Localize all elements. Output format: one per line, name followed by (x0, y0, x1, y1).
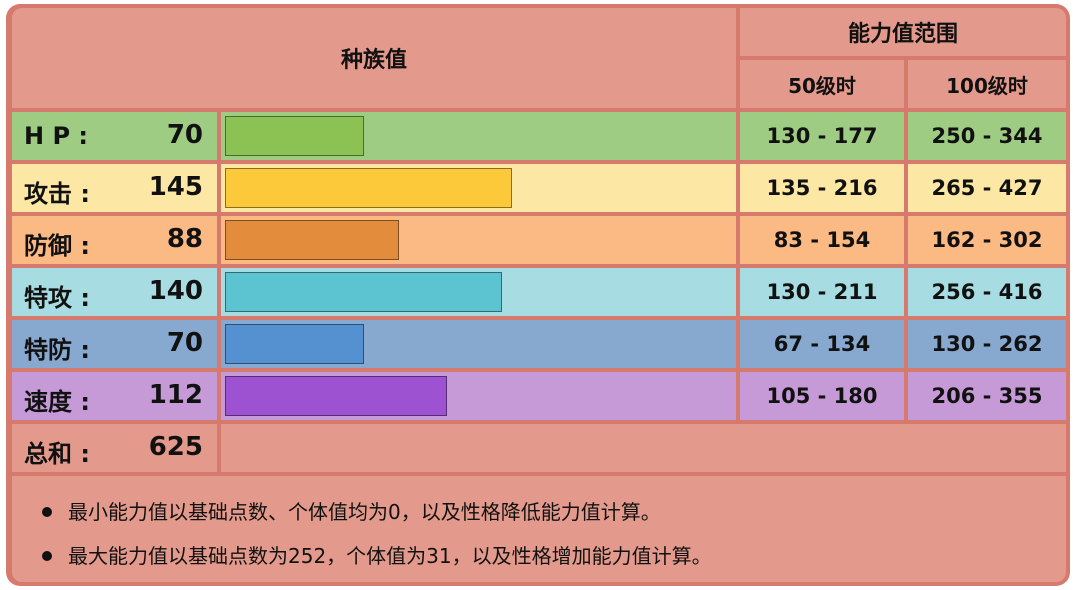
stat-label-cell: 特防 : 70 (12, 320, 217, 368)
range-level100-cell: 130 - 262 (908, 320, 1066, 368)
bullet-icon (42, 550, 52, 561)
stat-bar-cell (221, 112, 736, 160)
range-level50-cell: 130 - 211 (740, 268, 904, 316)
level50-header-label: 50级时 (788, 73, 856, 98)
stat-bar (225, 116, 364, 156)
stat-value: 70 (166, 328, 203, 358)
range-level50-cell: 135 - 216 (740, 164, 904, 212)
stat-label: H P : (24, 122, 88, 150)
range-level50: 105 - 180 (766, 384, 878, 408)
stat-value: 70 (166, 120, 203, 150)
note-min: 最小能力值以基础点数、个体值均为0，以及性格降低能力值计算。 (42, 496, 661, 525)
range-level100: 162 - 302 (931, 228, 1043, 252)
range-level100-cell: 206 - 355 (908, 372, 1066, 420)
note-max-text: 最大能力值以基础点数为252，个体值为31，以及性格增加能力值计算。 (68, 544, 712, 568)
level100-header-label: 100级时 (946, 73, 1028, 98)
stat-label-cell: 速度 : 112 (12, 372, 217, 420)
base-stats-header: 种族值 (12, 8, 736, 108)
stat-label-cell: H P : 70 (12, 112, 217, 160)
total-label: 总和 : (24, 440, 90, 468)
range-level50-cell: 83 - 154 (740, 216, 904, 264)
total-empty-cell (221, 424, 1066, 472)
stat-value: 145 (148, 172, 203, 202)
stat-value: 112 (148, 380, 203, 410)
stat-bar-cell (221, 268, 736, 316)
total-value: 625 (148, 432, 203, 462)
notes-panel: 最小能力值以基础点数、个体值均为0，以及性格降低能力值计算。 最大能力值以基础点… (12, 476, 1066, 582)
stat-value: 88 (166, 224, 203, 254)
stat-bar (225, 168, 512, 208)
stat-bar (225, 220, 399, 260)
range-level100-cell: 265 - 427 (908, 164, 1066, 212)
stat-range-header: 能力值范围 (740, 8, 1066, 56)
range-level100: 130 - 262 (931, 332, 1043, 356)
level100-header: 100级时 (908, 60, 1066, 108)
stat-range-header-label: 能力值范围 (847, 22, 958, 47)
base-stats-header-label: 种族值 (340, 48, 407, 73)
range-level100-cell: 250 - 344 (908, 112, 1066, 160)
range-level50-cell: 130 - 177 (740, 112, 904, 160)
stat-label: 防御 : (24, 232, 90, 260)
stat-label: 特防 : (24, 336, 90, 364)
stat-bar-cell (221, 372, 736, 420)
range-level50: 130 - 177 (766, 124, 878, 148)
stat-label: 攻击 : (24, 180, 90, 208)
stat-label: 速度 : (24, 388, 90, 416)
stat-value: 140 (148, 276, 203, 306)
range-level50-cell: 67 - 134 (740, 320, 904, 368)
range-level100-cell: 256 - 416 (908, 268, 1066, 316)
note-min-text: 最小能力值以基础点数、个体值均为0，以及性格降低能力值计算。 (68, 500, 661, 524)
range-level100: 250 - 344 (931, 124, 1043, 148)
note-max: 最大能力值以基础点数为252，个体值为31，以及性格增加能力值计算。 (42, 540, 712, 569)
stat-label-cell: 防御 : 88 (12, 216, 217, 264)
bullet-icon (42, 506, 52, 517)
total-label-cell: 总和 : 625 (12, 424, 217, 472)
level50-header: 50级时 (740, 60, 904, 108)
stat-bar-cell (221, 216, 736, 264)
range-level50: 135 - 216 (766, 176, 878, 200)
range-level100: 256 - 416 (931, 280, 1043, 304)
stat-bar-cell (221, 164, 736, 212)
range-level100-cell: 162 - 302 (908, 216, 1066, 264)
stat-bar (225, 272, 502, 312)
stat-label-cell: 特攻 : 140 (12, 268, 217, 316)
range-level50: 67 - 134 (773, 332, 871, 356)
range-level50-cell: 105 - 180 (740, 372, 904, 420)
stat-bar (225, 324, 364, 364)
range-level50: 130 - 211 (766, 280, 878, 304)
stat-label: 特攻 : (24, 284, 90, 312)
stat-label-cell: 攻击 : 145 (12, 164, 217, 212)
stat-bar-cell (221, 320, 736, 368)
range-level100: 265 - 427 (931, 176, 1043, 200)
range-level50: 83 - 154 (773, 228, 871, 252)
range-level100: 206 - 355 (931, 384, 1043, 408)
stat-bar (225, 376, 447, 416)
